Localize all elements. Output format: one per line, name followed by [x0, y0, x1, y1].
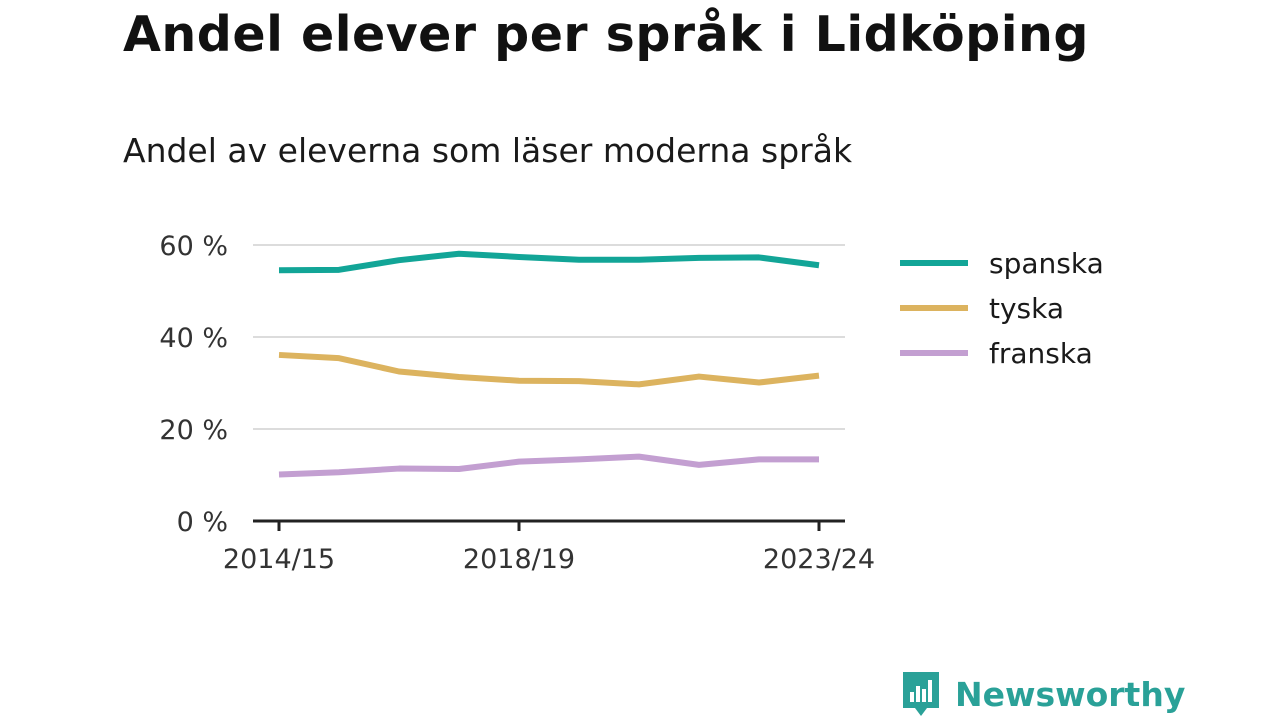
- series-line-franska: [278, 453, 819, 478]
- chart-title: Andel elever per språk i Lidköping: [123, 6, 1089, 63]
- legend-label-tyska: tyska: [989, 292, 1064, 325]
- x-tick-label: 2014/15: [223, 544, 335, 575]
- series-line-spanska: [278, 250, 820, 274]
- x-axis: 2014/15 2018/19 2023/24: [223, 519, 875, 575]
- brand-logo: Newsworthy: [901, 670, 1185, 718]
- y-tick-label: 40 %: [159, 323, 228, 354]
- legend: spanska tyska franska: [900, 247, 1104, 370]
- chart-subtitle: Andel av eleverna som läser moderna språ…: [123, 131, 853, 170]
- series-lines: [278, 250, 820, 478]
- x-tick-label: 2018/19: [463, 544, 575, 575]
- y-axis-ticks: 0 % 20 % 40 % 60 %: [159, 231, 228, 538]
- x-tick-label: 2023/24: [763, 544, 875, 575]
- series-line-tyska: [278, 351, 820, 388]
- legend-label-franska: franska: [989, 337, 1093, 370]
- legend-label-spanska: spanska: [989, 247, 1104, 280]
- y-tick-label: 60 %: [159, 231, 228, 262]
- y-tick-label: 0 %: [177, 507, 228, 538]
- bar-chart-logo-icon: [903, 672, 939, 716]
- brand-name: Newsworthy: [955, 674, 1186, 714]
- gridlines: [253, 244, 845, 430]
- y-tick-label: 20 %: [159, 415, 228, 446]
